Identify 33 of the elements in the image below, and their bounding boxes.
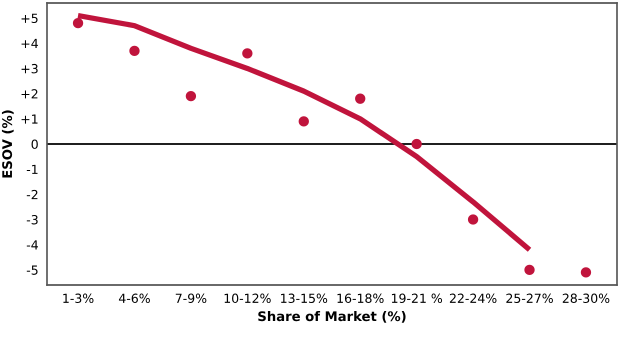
y-tick-label: -2: [26, 190, 38, 200]
point: [186, 91, 196, 102]
y-tick-label: +3: [22, 64, 38, 74]
y-tick-label: +4: [22, 38, 38, 48]
x-tick-label: 22-24%: [450, 294, 496, 304]
x-tick-label: 1-3%: [63, 294, 94, 304]
y-tick-label: +5: [22, 14, 38, 24]
y-tick-label: -5: [26, 266, 38, 275]
y-tick-label: 0: [32, 139, 38, 149]
y-tick-label: -4: [26, 240, 38, 250]
x-axis-title: Share of Market (%): [258, 310, 406, 323]
point: [580, 267, 592, 278]
y-tick-label: -1: [26, 164, 38, 174]
point: [468, 214, 478, 225]
point: [524, 264, 535, 276]
point: [242, 48, 252, 59]
x-tick-label: 7-9%: [176, 294, 206, 304]
y-tick-label: +1: [22, 114, 38, 124]
point: [72, 18, 84, 28]
y-axis-title: ESOV (%): [2, 110, 14, 178]
point: [129, 46, 140, 56]
y-tick-label: -3: [26, 215, 38, 224]
x-tick-label: 13-15%: [281, 294, 328, 304]
point: [355, 94, 366, 104]
x-tick-label: 28-30%: [562, 294, 610, 304]
x-tick-label: 16-18%: [337, 294, 384, 304]
x-tick-label: 19-21 %: [392, 294, 442, 304]
y-tick-label: +2: [22, 89, 38, 98]
point: [298, 116, 309, 126]
point: [412, 138, 422, 150]
x-tick-label: 10-12%: [224, 294, 271, 304]
x-tick-label: 4-6%: [118, 294, 150, 304]
x-tick-label: 25-27%: [506, 294, 553, 304]
